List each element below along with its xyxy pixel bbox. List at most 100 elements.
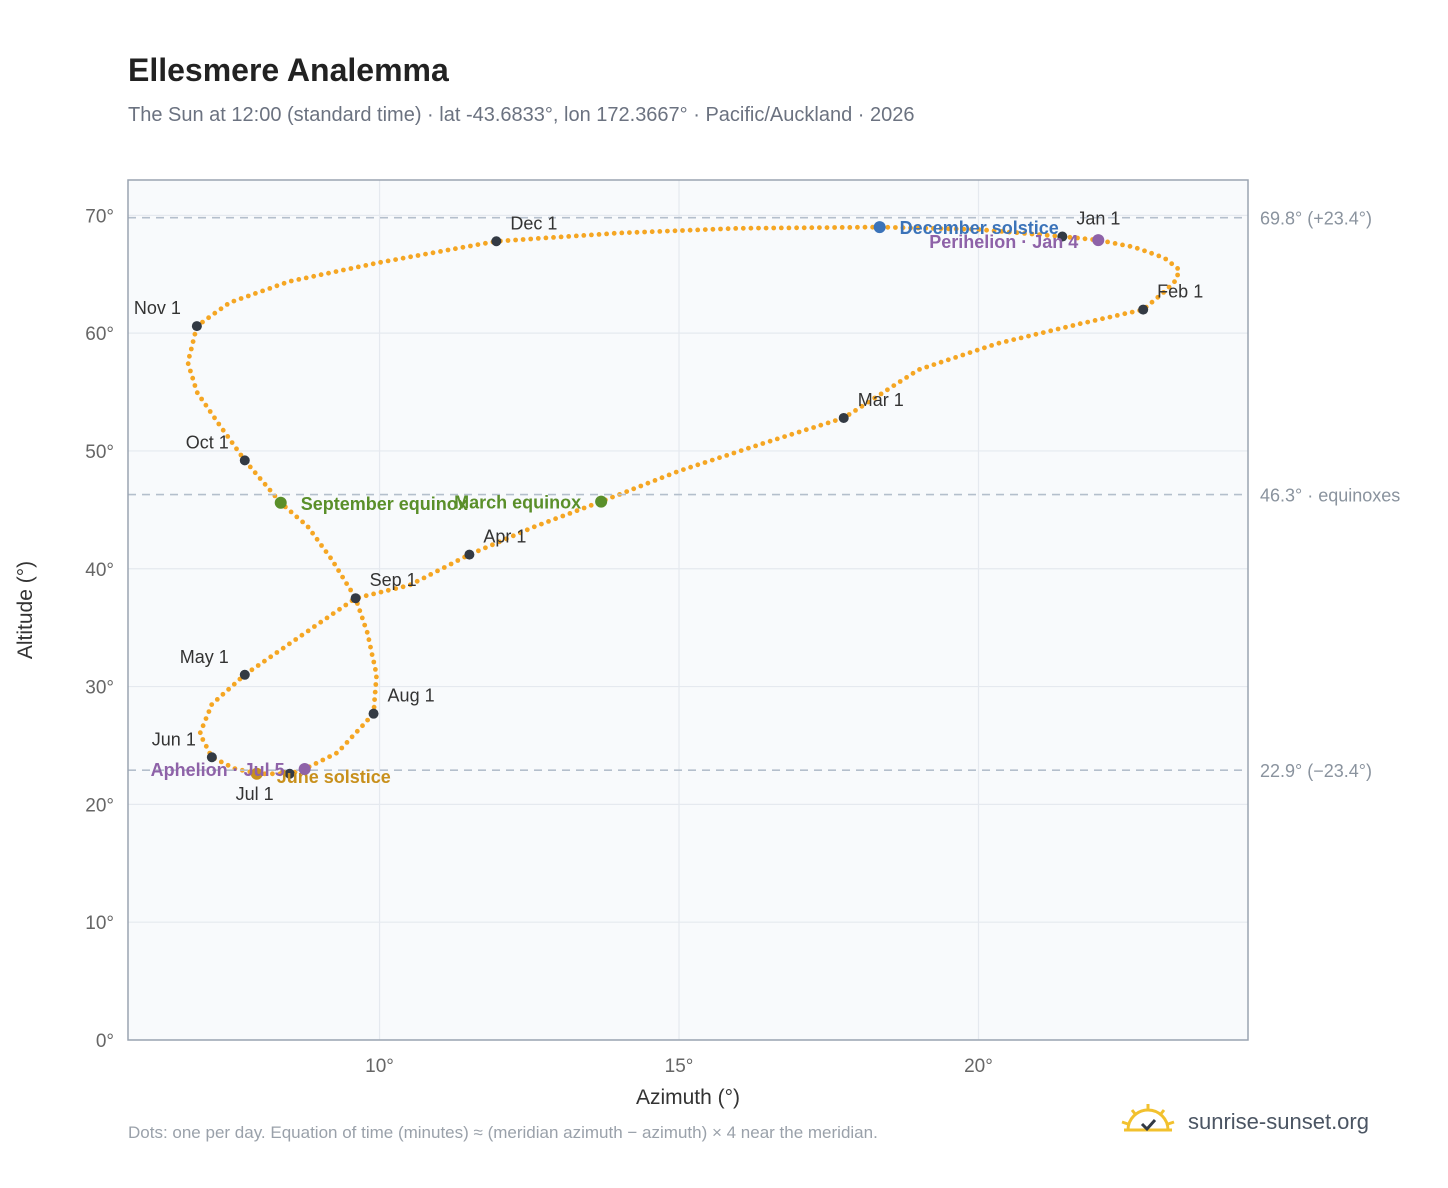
brand-logo[interactable]: sunrise-sunset.org	[1120, 1102, 1369, 1142]
daily-sun-dot	[260, 288, 265, 294]
daily-sun-dot	[330, 611, 336, 616]
daily-sun-dot	[560, 513, 566, 519]
daily-sun-dot	[371, 591, 376, 597]
y-axis-label: Altitude (°)	[14, 561, 37, 659]
daily-sun-dot	[267, 487, 273, 493]
daily-sun-dot	[1044, 232, 1050, 238]
daily-sun-dot	[659, 475, 665, 481]
daily-sun-dot	[343, 602, 349, 608]
daily-sun-dot	[915, 225, 921, 231]
daily-sun-dot	[294, 514, 300, 520]
daily-sun-dot	[657, 229, 663, 234]
daily-sun-dot	[225, 434, 231, 439]
month-label: Jan 1	[1076, 209, 1120, 229]
daily-sun-dot	[218, 759, 224, 765]
daily-sun-dot	[1155, 294, 1161, 300]
daily-sun-dot	[253, 291, 258, 296]
daily-sun-dot	[206, 315, 212, 321]
daily-sun-dot	[320, 757, 326, 763]
month-label: Aug 1	[388, 686, 435, 706]
daily-sun-dot	[1006, 229, 1012, 235]
daily-sun-dot	[194, 390, 200, 396]
reference-line-label: 69.8° (+23.4°)	[1260, 209, 1372, 229]
daily-sun-dot	[938, 359, 944, 365]
daily-sun-dot	[853, 408, 858, 413]
daily-sun-dot	[1166, 284, 1172, 290]
daily-sun-dot	[581, 505, 587, 511]
daily-sun-dot	[373, 682, 379, 687]
daily-sun-dot	[192, 383, 198, 388]
daily-sun-dot	[337, 606, 342, 612]
daily-sun-dot	[299, 632, 305, 638]
daily-sun-dot	[357, 608, 363, 614]
daily-sun-dot	[687, 227, 693, 233]
daily-sun-dot	[872, 395, 878, 401]
daily-sun-dot	[362, 622, 368, 628]
daily-sun-dot	[435, 568, 440, 574]
daily-sun-dot	[1156, 253, 1162, 259]
daily-sun-dot	[220, 691, 226, 697]
daily-sun-dot	[293, 637, 299, 642]
month-label: Jun 1	[152, 729, 196, 749]
daily-sun-dot	[778, 225, 784, 231]
daily-sun-dot	[740, 225, 746, 231]
daily-sun-dot	[908, 225, 913, 231]
daily-sun-dot	[688, 464, 693, 470]
daily-sun-dot	[277, 771, 283, 777]
daily-sun-dot	[408, 582, 413, 588]
daily-sun-dot	[207, 409, 213, 414]
daily-sun-dot	[989, 343, 994, 348]
daily-sun-dot	[1129, 309, 1135, 315]
daily-sun-dot	[448, 561, 454, 567]
month-marker	[206, 752, 217, 763]
daily-sun-dot	[531, 524, 537, 530]
daily-sun-dot	[339, 745, 345, 751]
daily-sun-dot	[200, 723, 206, 729]
daily-sun-dot	[1175, 272, 1180, 278]
event-label: March equinox	[454, 493, 581, 513]
daily-sun-dot	[1022, 231, 1027, 236]
daily-sun-dot	[326, 270, 331, 276]
daily-sun-dot	[767, 438, 773, 444]
daily-sun-dot	[274, 283, 280, 289]
daily-sun-dot	[255, 663, 261, 668]
daily-sun-dot	[786, 225, 792, 231]
daily-sun-dot	[400, 584, 406, 590]
daily-sun-dot	[363, 593, 369, 599]
event-label: December solstice	[900, 218, 1059, 238]
daily-sun-dot	[1112, 241, 1118, 246]
daily-sun-dot	[733, 226, 739, 231]
daily-sun-dot	[200, 319, 205, 325]
month-label: Oct 1	[186, 432, 229, 452]
daily-sun-dot	[811, 425, 816, 430]
daily-sun-dot	[717, 455, 722, 461]
x-tick-label: 10°	[365, 1056, 394, 1077]
daily-sun-dot	[504, 536, 509, 542]
daily-sun-dot	[378, 589, 384, 595]
daily-sun-dot	[327, 754, 332, 759]
daily-sun-dot	[1077, 321, 1083, 327]
daily-sun-dot	[311, 273, 317, 279]
daily-sun-dot	[1018, 335, 1024, 341]
daily-sun-dot	[268, 654, 274, 660]
daily-sun-dot	[581, 233, 587, 238]
month-marker	[350, 593, 361, 604]
chart-footnote: Dots: one per day. Equation of time (min…	[128, 1123, 878, 1142]
daily-sun-dot	[1033, 331, 1039, 337]
daily-sun-dot	[567, 511, 573, 516]
daily-sun-dot	[224, 302, 230, 307]
daily-sun-dot	[476, 548, 481, 554]
daily-sun-dot	[756, 225, 761, 231]
daily-sun-dot	[203, 743, 209, 749]
daily-sun-dot	[455, 558, 461, 563]
month-label: Apr 1	[483, 527, 526, 547]
daily-sun-dot	[287, 641, 292, 647]
month-label: Feb 1	[1157, 282, 1203, 302]
daily-sun-dot	[438, 249, 443, 254]
daily-sun-dot	[400, 255, 406, 261]
daily-sun-dot	[513, 237, 518, 243]
daily-sun-dot	[539, 521, 544, 527]
daily-sun-dot	[385, 587, 391, 593]
daily-sun-dot	[187, 353, 192, 359]
daily-sun-dot	[421, 575, 427, 581]
